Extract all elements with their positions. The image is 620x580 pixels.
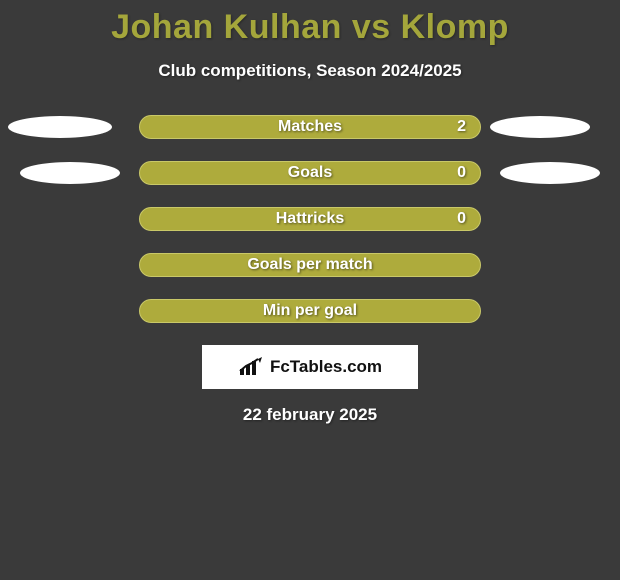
stat-row: Min per goal <box>0 299 620 323</box>
stat-label: Hattricks <box>276 210 344 228</box>
stat-bar: Hattricks 0 <box>139 207 481 231</box>
stats-container: Matches 2 Goals 0 Hattricks 0 Goals per … <box>0 115 620 323</box>
stat-value: 2 <box>457 118 466 136</box>
stat-label: Min per goal <box>263 302 357 320</box>
right-ellipse <box>500 162 600 184</box>
logo-text: FcTables.com <box>270 357 382 377</box>
page-title: Johan Kulhan vs Klomp <box>0 0 620 47</box>
left-ellipse <box>20 162 120 184</box>
stat-row: Hattricks 0 <box>0 207 620 231</box>
stat-value: 0 <box>457 210 466 228</box>
stat-bar: Matches 2 <box>139 115 481 139</box>
stat-label: Goals <box>288 164 332 182</box>
stat-bar: Min per goal <box>139 299 481 323</box>
logo-box: FcTables.com <box>202 345 418 389</box>
stat-value: 0 <box>457 164 466 182</box>
stat-label: Matches <box>278 118 342 136</box>
page-subtitle: Club competitions, Season 2024/2025 <box>0 61 620 81</box>
stat-label: Goals per match <box>247 256 372 274</box>
stat-row: Goals per match <box>0 253 620 277</box>
stat-row: Matches 2 <box>0 115 620 139</box>
left-ellipse <box>8 116 112 138</box>
date-text: 22 february 2025 <box>0 405 620 425</box>
stat-bar: Goals per match <box>139 253 481 277</box>
right-ellipse <box>490 116 590 138</box>
stat-bar: Goals 0 <box>139 161 481 185</box>
stat-row: Goals 0 <box>0 161 620 185</box>
logo-chart-icon <box>238 357 264 377</box>
